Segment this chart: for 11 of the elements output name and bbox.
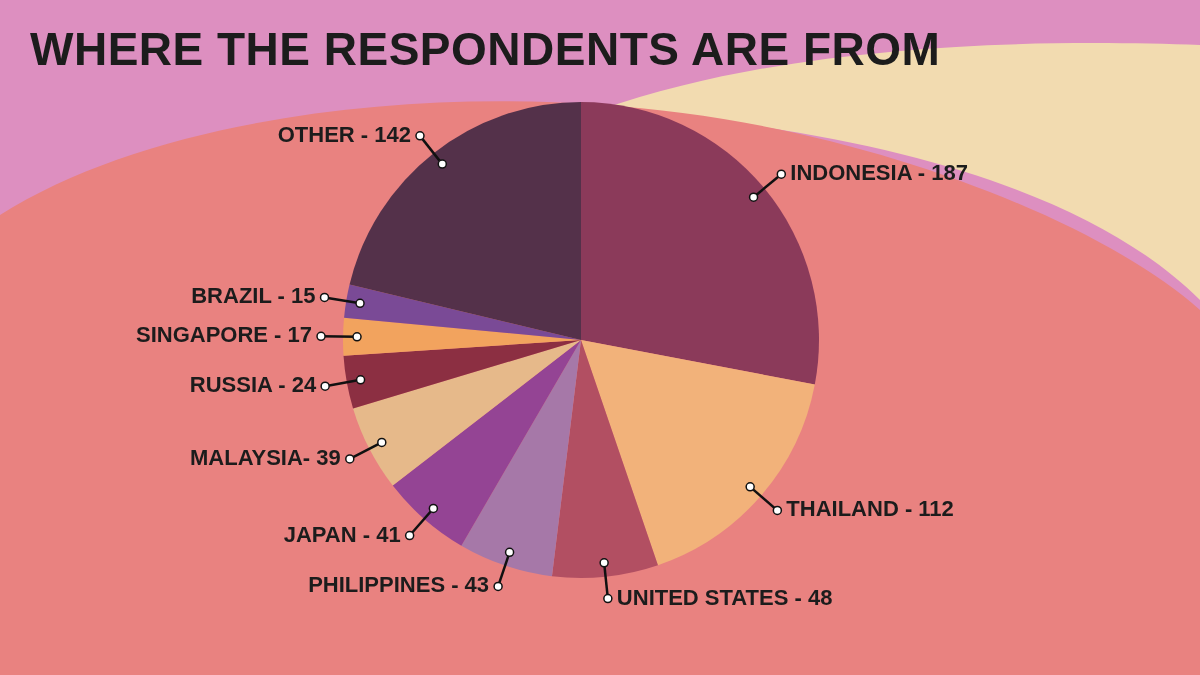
slice-label: RUSSIA - 24 [189, 372, 317, 398]
slice-label: MALAYSIA- 39 [190, 444, 341, 470]
slice-label: UNITED STATES - 48 [616, 584, 833, 610]
slice-label: SINGAPORE - 17 [135, 322, 313, 348]
slice-label: THAILAND - 112 [786, 496, 954, 522]
slice-label: BRAZIL - 15 [191, 283, 316, 309]
slice-label: INDONESIA - 187 [790, 160, 968, 186]
chart-title: WHERE THE RESPONDENTS ARE FROM [30, 22, 941, 76]
slice-label: OTHER - 142 [277, 121, 411, 147]
slice-label: PHILIPPINES - 43 [308, 572, 490, 598]
slice-label: JAPAN - 41 [283, 521, 401, 547]
